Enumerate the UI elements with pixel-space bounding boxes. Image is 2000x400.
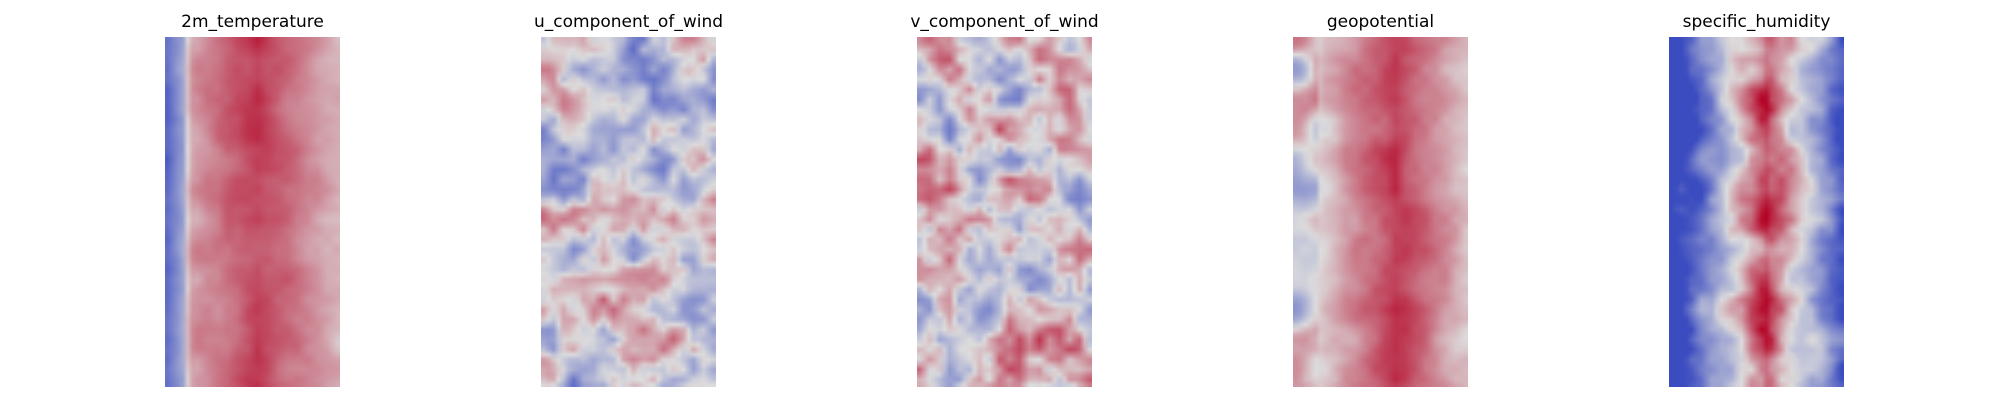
temperature-field-image [165, 37, 340, 387]
panel-title: 2m_temperature [181, 12, 324, 32]
panel-specific-humidity: specific_humidity [1669, 0, 1844, 400]
panel-v-component-of-wind: v_component_of_wind [910, 0, 1099, 400]
panel-title: specific_humidity [1682, 12, 1831, 32]
panel-geopotential: geopotential [1293, 0, 1468, 400]
panel-u-component-of-wind: u_component_of_wind [534, 0, 723, 400]
u-wind-field-image [541, 37, 716, 387]
geopotential-field-image [1293, 37, 1468, 387]
panel-2m-temperature: 2m_temperature [165, 0, 340, 400]
panel-title: geopotential [1326, 12, 1435, 32]
panel-title: u_component_of_wind [533, 12, 724, 32]
humidity-field-image [1669, 37, 1844, 387]
v-wind-field-image [917, 37, 1092, 387]
panel-title: v_component_of_wind [910, 12, 1099, 32]
